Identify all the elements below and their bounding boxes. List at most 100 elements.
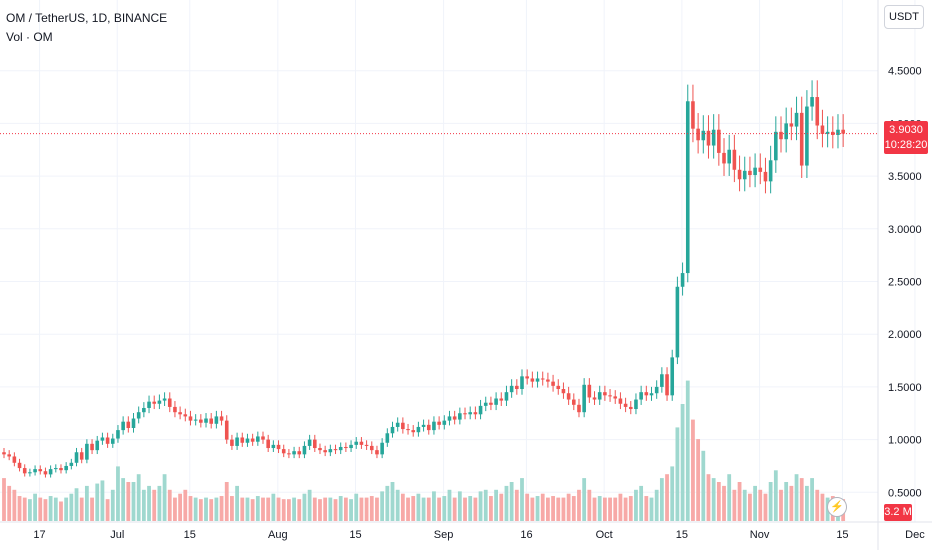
volume-bar: [628, 496, 633, 521]
candle-body: [468, 412, 472, 415]
candle-body: [582, 384, 586, 413]
candle-body: [110, 438, 115, 444]
volume-bar: [33, 493, 37, 521]
lightning-icon[interactable]: ⚡: [827, 497, 847, 517]
candle-body: [810, 97, 814, 107]
candle-body: [256, 436, 260, 442]
candle-body: [214, 416, 219, 424]
candle-body: [100, 437, 105, 441]
candle-body: [188, 416, 193, 421]
candle-body: [219, 416, 224, 421]
volume-bar: [131, 482, 136, 521]
candle-body: [685, 101, 690, 274]
candle-body: [390, 426, 395, 434]
volume-bar: [525, 493, 530, 521]
candle-body: [768, 160, 773, 182]
volume-bar: [292, 497, 296, 521]
price-tick-label: 4.5000: [888, 66, 922, 78]
candle-body: [54, 468, 58, 470]
volume-bar: [685, 380, 690, 521]
volume-bar: [287, 499, 291, 521]
volume-bar: [416, 493, 421, 521]
candle-body: [292, 451, 296, 455]
candle-body: [489, 402, 493, 405]
volume-bar: [22, 497, 27, 521]
candle-body: [525, 376, 529, 379]
volume-bar: [489, 496, 493, 521]
price-tick-label: 1.5000: [888, 382, 922, 394]
volume-bar: [230, 496, 234, 521]
candle-body: [494, 398, 498, 405]
volume-bar: [810, 478, 814, 521]
volume-bar: [463, 497, 467, 521]
candle-body: [105, 437, 110, 444]
volume-indicator-label[interactable]: Vol · OM: [6, 30, 53, 44]
volume-bar: [224, 482, 229, 521]
candle-body: [287, 453, 291, 455]
volume-bar: [794, 474, 799, 521]
candle-body: [33, 469, 37, 473]
candle-body: [442, 420, 447, 425]
date-tick-label: Nov: [750, 529, 770, 541]
candle-body: [577, 404, 581, 413]
volume-bar: [204, 497, 208, 521]
candle-body: [592, 397, 597, 400]
volume-bar: [561, 497, 566, 521]
candle-body: [385, 433, 390, 443]
volume-bar: [608, 497, 612, 521]
volume-bar: [566, 493, 571, 521]
volume-bar: [514, 489, 519, 521]
candle-body: [349, 444, 353, 449]
candle-body: [784, 123, 788, 140]
volume-bar: [69, 493, 74, 521]
volume-bar: [773, 470, 778, 521]
volume-bar: [359, 497, 364, 521]
volume-bar: [406, 497, 410, 521]
volume-bar: [162, 474, 167, 521]
volume-bar: [28, 499, 32, 521]
volume-bar: [659, 478, 664, 521]
candle-body: [167, 398, 172, 407]
candle-body: [660, 374, 664, 387]
volume-bar: [271, 493, 276, 521]
volume-bar: [323, 497, 328, 521]
volume-bar: [95, 483, 100, 521]
candle-body: [603, 392, 607, 396]
volume-bar: [530, 497, 535, 521]
candle-body: [597, 392, 602, 400]
symbol-title[interactable]: OM / TetherUS, 1D, BINANCE: [6, 11, 168, 25]
currency-button[interactable]: USDT: [884, 5, 924, 29]
volume-bar: [680, 404, 685, 521]
volume-bar: [385, 485, 390, 521]
volume-bar: [84, 485, 89, 521]
candle-body: [691, 101, 695, 129]
candle-body: [12, 456, 17, 463]
candle-body: [452, 416, 457, 420]
volume-bar: [468, 496, 473, 521]
volume-bar: [520, 478, 524, 521]
candle-body: [572, 399, 576, 405]
candle-body: [706, 130, 711, 146]
volume-bar: [38, 497, 43, 521]
candle-body: [147, 401, 151, 408]
volume-bar: [577, 489, 581, 521]
price-tick-label: 3.5000: [888, 171, 922, 183]
candle-body: [799, 112, 804, 166]
volume-bar: [789, 485, 794, 521]
volume-bar: [442, 496, 447, 521]
volume-bar: [343, 497, 348, 521]
candle-body: [805, 106, 809, 166]
candle-body: [28, 472, 32, 474]
candle-body: [250, 438, 255, 442]
price-tick-label: 1.0000: [888, 435, 922, 447]
volume-bar: [504, 485, 509, 521]
volume-bar: [90, 497, 94, 521]
candle-body: [59, 468, 63, 471]
candle-body: [463, 413, 467, 415]
volume-bars: [2, 380, 846, 521]
volume-bar: [245, 497, 250, 521]
volume-bar: [763, 493, 768, 521]
volume-bar: [188, 496, 193, 521]
